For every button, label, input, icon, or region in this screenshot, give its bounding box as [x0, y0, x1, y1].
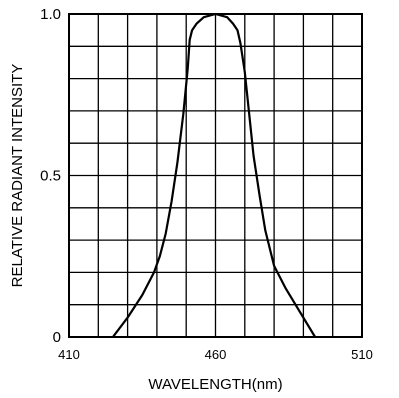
y-tick-label: 0 [53, 329, 61, 346]
y-tick-label: 0.5 [40, 168, 61, 185]
x-tick-label: 410 [58, 347, 80, 362]
grid [69, 14, 362, 337]
y-tick-label: 1.0 [40, 6, 61, 23]
x-axis-label: WAVELENGTH(nm) [148, 376, 282, 393]
x-tick-label: 510 [351, 347, 373, 362]
series-line [112, 12, 317, 338]
y-axis-label: RELATIVE RADIANT INTENSITY [9, 64, 26, 288]
x-tick-label: 460 [205, 347, 227, 362]
x-tick-labels: 410 460 510 [58, 347, 373, 362]
y-tick-labels: 0 0.5 1.0 [40, 6, 61, 346]
